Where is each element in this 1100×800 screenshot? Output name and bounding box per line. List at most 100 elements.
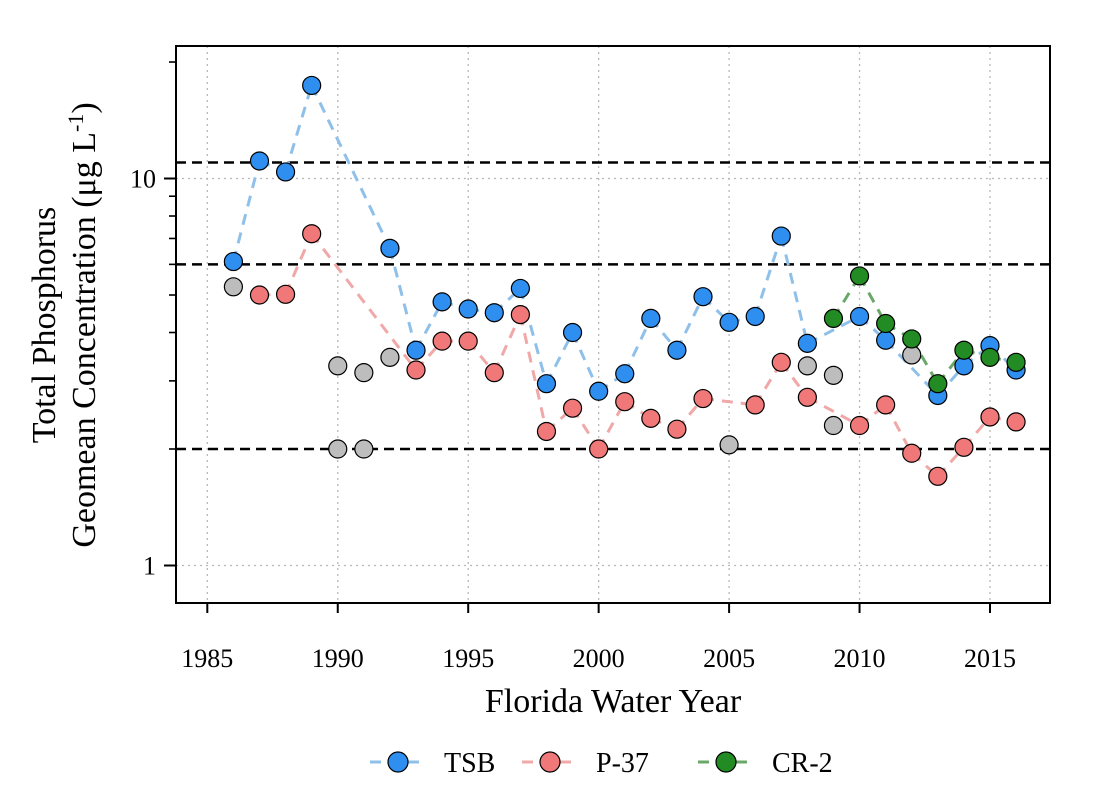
- plot-frame: [175, 45, 1051, 604]
- x-tick-label: 1990: [312, 644, 364, 673]
- x-tick-label: 2000: [573, 644, 625, 673]
- tsb-point: [667, 340, 687, 360]
- cr-2-point: [928, 374, 948, 394]
- x-tick-label: 2005: [703, 644, 755, 673]
- p-37-point: [902, 443, 922, 463]
- series-line-segment: [518, 288, 548, 385]
- tsb-point: [771, 226, 791, 246]
- tsb-point: [797, 333, 817, 353]
- legend-marker-cr-2: [715, 751, 737, 773]
- tsb-point: [641, 308, 661, 329]
- legend-marker-tsb: [387, 751, 409, 773]
- y-axis-title-line1: Total Phosphorus: [26, 207, 63, 444]
- tsb-point: [406, 340, 426, 360]
- legend-label-cr-2: CR-2: [772, 748, 833, 779]
- tsb-point: [615, 364, 635, 384]
- p-37-point: [484, 363, 504, 383]
- series-line-segment: [806, 396, 861, 427]
- tsb-point: [719, 312, 739, 332]
- y-axis-title-main: Geomean Concentration (μg L: [66, 132, 103, 548]
- grey-point: [797, 356, 817, 376]
- tsb-point: [249, 151, 270, 171]
- series-line-segment: [518, 314, 548, 432]
- series-line-segment: [623, 317, 653, 375]
- legend: TSB P-37 CR-2: [370, 748, 833, 779]
- cr-2-point: [849, 266, 870, 286]
- y-tick-label: 1: [143, 551, 156, 580]
- y-axis-title-sup: -1: [63, 114, 88, 132]
- tsb-point: [223, 251, 243, 272]
- grey-point: [328, 439, 348, 459]
- p-37-point: [797, 387, 817, 407]
- p-37-point: [458, 331, 478, 351]
- p-37-point: [954, 437, 974, 457]
- series-line-segment: [753, 235, 783, 317]
- series-line-segment: [779, 235, 809, 344]
- tsb-point: [484, 303, 504, 323]
- p-37-point: [849, 415, 870, 436]
- p-37-point: [536, 421, 557, 442]
- tsb-point: [458, 299, 478, 319]
- series-line-segment: [284, 233, 314, 295]
- cr-2-point: [980, 347, 1000, 367]
- series-lines: [231, 84, 1018, 478]
- cr-2-point: [823, 308, 844, 329]
- legend-marker-p-37: [539, 751, 561, 773]
- p-37-point: [249, 285, 270, 305]
- p-37-point: [980, 407, 1000, 427]
- p-37-point: [510, 304, 530, 325]
- reference-lines: [176, 161, 1050, 451]
- p-37-point: [771, 352, 791, 372]
- p-37-point: [667, 419, 687, 439]
- tsb-point: [745, 306, 765, 327]
- tsb-point: [536, 374, 557, 394]
- y-axis-title-line2: Geomean Concentration (μg L-1): [63, 102, 103, 547]
- grey-point: [328, 356, 348, 376]
- x-tick-label: 1985: [181, 644, 233, 673]
- tsb-point: [380, 238, 400, 258]
- tsb-point: [876, 330, 896, 350]
- tsb-point: [432, 292, 452, 312]
- grey-point: [719, 435, 739, 455]
- p-37-point: [302, 224, 322, 244]
- grey-point: [354, 439, 374, 459]
- p-37-point: [876, 395, 896, 415]
- grey-point: [223, 277, 243, 297]
- p-37-point: [615, 392, 635, 412]
- series-line-segment: [571, 331, 601, 392]
- series-line-segment: [310, 232, 418, 371]
- p-37-point: [928, 466, 948, 486]
- tsb-point: [693, 287, 713, 307]
- cr-2-point: [902, 329, 922, 349]
- grey-point: [823, 365, 844, 385]
- axes: 1985 1990 1995 2000 2005 2010 2015 1 10: [130, 61, 1016, 673]
- tsb-point: [510, 278, 530, 299]
- grey-point: [354, 363, 374, 383]
- cr-2-point: [954, 340, 974, 360]
- x-tick-label: 2015: [964, 644, 1016, 673]
- series-line-segment: [310, 84, 392, 249]
- x-tick-label: 2010: [834, 644, 886, 673]
- tsb-point: [302, 75, 322, 96]
- grey-point: [823, 415, 844, 436]
- p-37-point: [641, 408, 661, 428]
- y-axis-title-end: ): [66, 102, 103, 113]
- series-line-segment: [806, 315, 861, 345]
- tsb-point: [562, 322, 583, 343]
- grey-point: [380, 347, 400, 367]
- y-tick-label: 10: [130, 165, 156, 194]
- cr-2-point: [1006, 352, 1026, 372]
- grid-lines: [176, 46, 1050, 603]
- series-line-segment: [284, 84, 314, 173]
- legend-label-tsb: TSB: [444, 748, 495, 779]
- tsb-point: [275, 162, 296, 182]
- tsb-point: [849, 306, 870, 327]
- y-axis-title: Total Phosphorus Geomean Concentration (…: [26, 102, 103, 547]
- cr-2-point: [876, 313, 896, 334]
- tsb-point: [589, 381, 609, 401]
- series-line-segment: [231, 160, 261, 262]
- x-axis-title: Florida Water Year: [485, 683, 742, 720]
- p-37-point: [745, 395, 765, 415]
- x-tick-label: 1995: [442, 644, 494, 673]
